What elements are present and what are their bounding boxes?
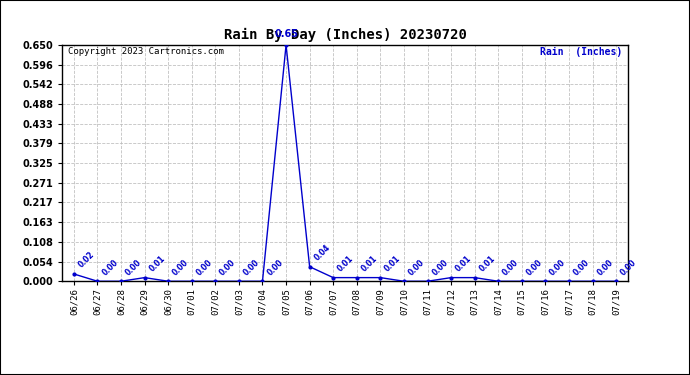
Text: 0.00: 0.00 [218, 258, 237, 277]
Text: Rain  (Inches): Rain (Inches) [540, 47, 622, 57]
Text: 0.00: 0.00 [100, 258, 120, 277]
Text: 0.00: 0.00 [501, 258, 520, 277]
Text: 0.00: 0.00 [406, 258, 426, 277]
Text: 0.00: 0.00 [572, 258, 591, 277]
Text: 0.00: 0.00 [548, 258, 568, 277]
Text: 0.00: 0.00 [619, 258, 638, 277]
Text: 0.65: 0.65 [274, 30, 298, 39]
Text: 0.01: 0.01 [454, 254, 473, 273]
Text: 0.00: 0.00 [265, 258, 285, 277]
Text: 0.00: 0.00 [524, 258, 544, 277]
Text: 0.00: 0.00 [431, 258, 450, 277]
Title: Rain By Day (Inches) 20230720: Rain By Day (Inches) 20230720 [224, 28, 466, 42]
Text: 0.01: 0.01 [383, 254, 403, 273]
Text: 0.01: 0.01 [477, 254, 497, 273]
Text: 0.00: 0.00 [124, 258, 144, 277]
Text: 0.01: 0.01 [336, 254, 355, 273]
Text: 0.01: 0.01 [359, 254, 379, 273]
Text: Copyright 2023 Cartronics.com: Copyright 2023 Cartronics.com [68, 47, 224, 56]
Text: 0.02: 0.02 [77, 250, 96, 270]
Text: 0.00: 0.00 [241, 258, 262, 277]
Text: 0.01: 0.01 [148, 254, 167, 273]
Text: 0.04: 0.04 [313, 243, 332, 262]
Text: 0.00: 0.00 [195, 258, 214, 277]
Text: 0.00: 0.00 [171, 258, 190, 277]
Text: 0.00: 0.00 [595, 258, 615, 277]
